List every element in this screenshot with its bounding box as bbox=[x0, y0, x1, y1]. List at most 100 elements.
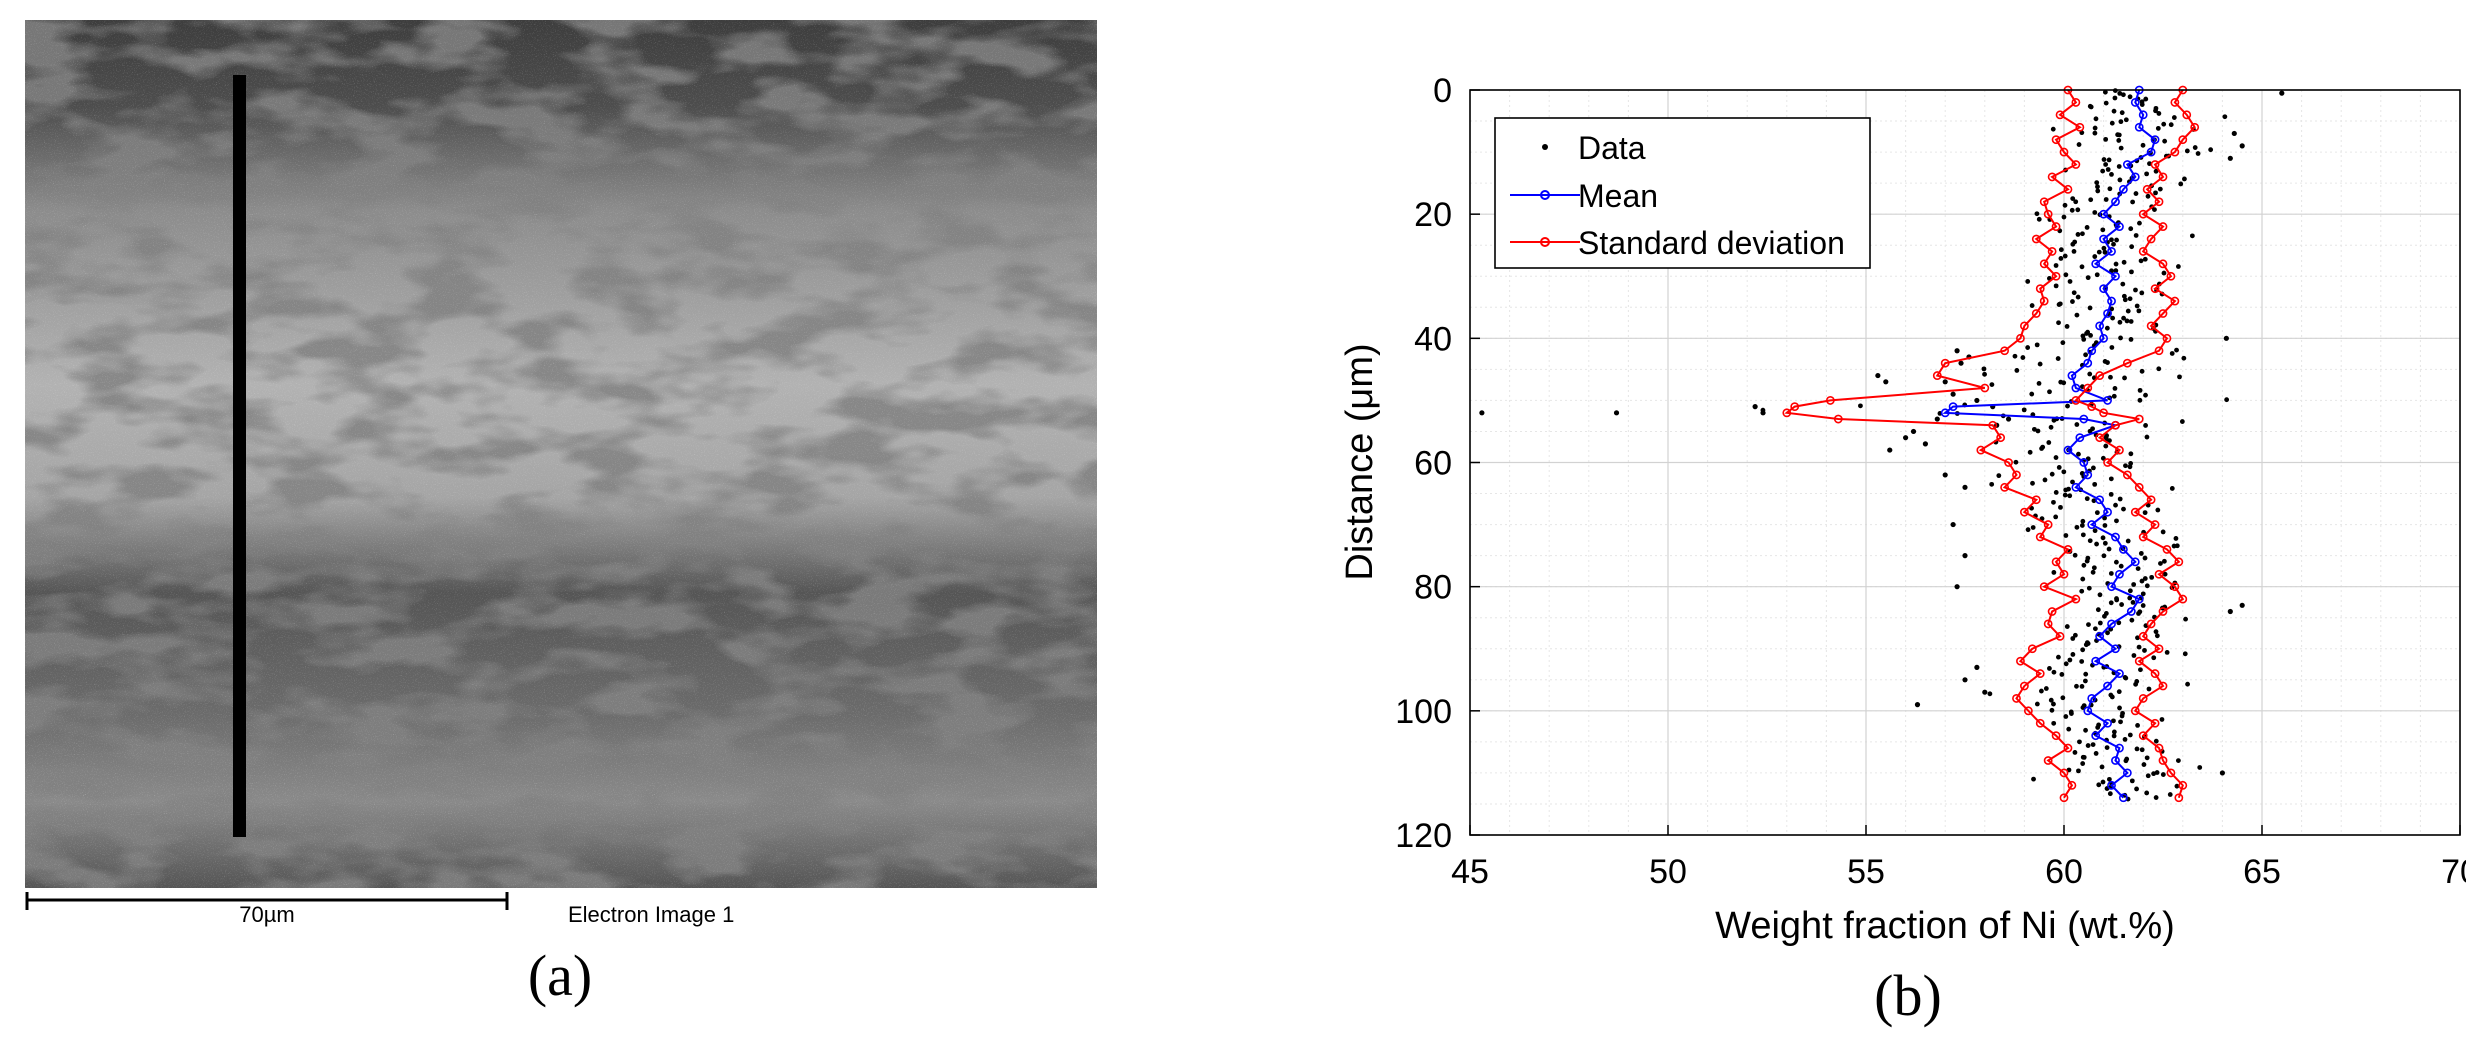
data-point bbox=[1910, 428, 1917, 435]
data-point bbox=[2161, 121, 2167, 127]
data-point bbox=[2145, 193, 2151, 199]
data-point bbox=[2116, 164, 2122, 169]
series-marker bbox=[2099, 234, 2108, 244]
series-marker bbox=[2115, 669, 2124, 678]
data-point bbox=[2111, 108, 2117, 114]
data-point bbox=[2156, 111, 2162, 116]
data-point bbox=[2175, 264, 2181, 269]
data-point bbox=[2128, 226, 2134, 232]
series-marker bbox=[2154, 197, 2164, 207]
series-marker bbox=[2150, 135, 2160, 145]
data-point bbox=[2223, 335, 2229, 341]
series-marker bbox=[2178, 135, 2188, 145]
data-point bbox=[2117, 90, 2123, 96]
series-marker bbox=[2071, 594, 2081, 604]
data-point bbox=[2053, 283, 2059, 289]
y-tick-label: 80 bbox=[1414, 569, 1452, 607]
data-point bbox=[2062, 492, 2068, 498]
data-point bbox=[2106, 157, 2112, 163]
data-point bbox=[2087, 428, 2093, 434]
data-point bbox=[2109, 694, 2115, 700]
data-point bbox=[2140, 142, 2146, 148]
data-point bbox=[2063, 714, 2069, 719]
legend-mean-label: Mean bbox=[1578, 178, 1658, 214]
series-marker bbox=[2146, 234, 2156, 244]
series-marker bbox=[2158, 681, 2168, 691]
data-point bbox=[2051, 570, 2057, 575]
data-point bbox=[2154, 633, 2160, 639]
data-point bbox=[2102, 613, 2107, 619]
data-point bbox=[2109, 345, 2115, 350]
data-point bbox=[2080, 532, 2086, 538]
data-point bbox=[2107, 186, 2113, 192]
data-point bbox=[2134, 303, 2140, 309]
data-point bbox=[2051, 499, 2056, 505]
data-point bbox=[2138, 551, 2144, 556]
data-point bbox=[2107, 791, 2113, 797]
panel-b: 45 50 55 60 65 70 0 20 40 60 80 100 120 Weight fract… bbox=[1240, 0, 2466, 1050]
data-point bbox=[2208, 147, 2214, 153]
data-point bbox=[1962, 677, 1968, 683]
series-marker bbox=[2174, 793, 2184, 803]
series-marker bbox=[2158, 172, 2168, 182]
data-point bbox=[2174, 783, 2180, 789]
series-marker bbox=[2158, 259, 2168, 269]
data-point bbox=[1934, 416, 1940, 422]
data-point bbox=[2076, 142, 2082, 147]
data-point bbox=[2147, 161, 2152, 167]
series-marker bbox=[2067, 780, 2077, 790]
data-point bbox=[2092, 254, 2098, 259]
data-point bbox=[2134, 746, 2140, 752]
data-point bbox=[2051, 417, 2057, 423]
data-point bbox=[2135, 566, 2141, 571]
series-marker bbox=[2099, 284, 2108, 294]
data-point bbox=[2117, 705, 2122, 711]
data-point bbox=[1752, 404, 1758, 410]
data-point bbox=[2131, 582, 2137, 587]
data-point bbox=[2179, 419, 2185, 424]
data-point bbox=[2072, 552, 2078, 558]
series-marker bbox=[2012, 470, 2021, 480]
series-marker bbox=[2107, 619, 2116, 629]
data-point bbox=[2105, 360, 2110, 365]
data-point bbox=[1987, 691, 1993, 697]
data-point bbox=[2175, 758, 2181, 764]
series-marker bbox=[2107, 582, 2116, 592]
data-point bbox=[2061, 380, 2067, 386]
x-tick-label: 65 bbox=[2243, 853, 2281, 891]
series-marker bbox=[1980, 383, 1990, 393]
data-point bbox=[2063, 661, 2069, 667]
data-point bbox=[2105, 630, 2110, 636]
series-marker bbox=[2047, 172, 2057, 182]
data-point bbox=[2155, 125, 2161, 131]
data-point bbox=[2094, 541, 2099, 547]
series-marker bbox=[2115, 222, 2124, 231]
data-point bbox=[2056, 302, 2062, 307]
data-point bbox=[2144, 583, 2150, 589]
series-marker bbox=[1940, 358, 1950, 368]
data-point bbox=[2087, 305, 2093, 311]
series-marker bbox=[2154, 346, 2164, 356]
data-point bbox=[2140, 603, 2146, 608]
data-point bbox=[2171, 115, 2177, 120]
series-marker bbox=[2083, 470, 2093, 480]
plot-layer bbox=[1479, 85, 2285, 803]
data-point bbox=[2080, 576, 2086, 582]
legend-mean-marker bbox=[1540, 190, 1550, 200]
data-point bbox=[2092, 210, 2098, 215]
data-point bbox=[2174, 347, 2179, 353]
series-marker bbox=[2083, 383, 2093, 393]
data-point bbox=[2127, 464, 2133, 470]
data-point bbox=[2101, 245, 2107, 251]
series-marker bbox=[2111, 271, 2120, 281]
data-point bbox=[2137, 397, 2143, 403]
series-marker bbox=[2142, 184, 2152, 194]
series-marker bbox=[2075, 433, 2085, 443]
data-point bbox=[2178, 181, 2184, 187]
data-point bbox=[2108, 600, 2114, 606]
data-point bbox=[2050, 126, 2056, 132]
data-point bbox=[2239, 602, 2245, 608]
series-marker bbox=[2111, 197, 2120, 207]
data-point bbox=[2031, 426, 2037, 432]
series-marker bbox=[2115, 743, 2124, 753]
